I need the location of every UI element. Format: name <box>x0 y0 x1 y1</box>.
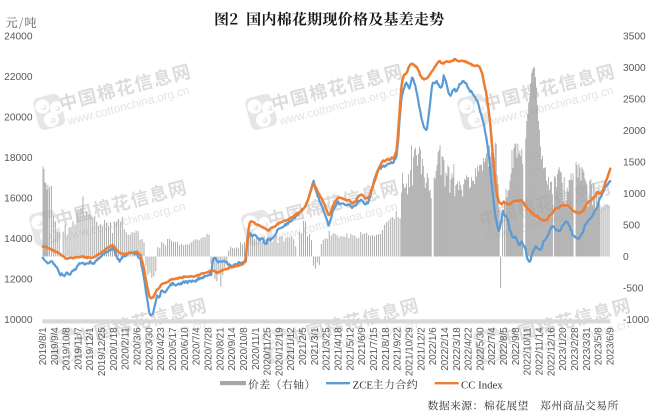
svg-text:2021/4/18: 2021/4/18 <box>334 327 345 371</box>
svg-text:2020/3/6: 2020/3/6 <box>133 327 144 365</box>
svg-text:2022/5/30: 2022/5/30 <box>475 327 486 371</box>
svg-text:2020/12/19: 2020/12/19 <box>274 327 285 376</box>
svg-text:2020/1/18: 2020/1/18 <box>109 327 120 371</box>
svg-text:2020/10/8: 2020/10/8 <box>239 327 250 371</box>
svg-text:1500: 1500 <box>623 158 646 169</box>
svg-text:2020/3/30: 2020/3/30 <box>144 327 155 371</box>
svg-text:2023/3/31: 2023/3/31 <box>582 327 593 371</box>
svg-text:2021/3/1: 2021/3/1 <box>310 327 321 365</box>
svg-text:2020/7/28: 2020/7/28 <box>204 327 215 371</box>
svg-text:2022/1/6: 2022/1/6 <box>428 327 439 365</box>
svg-text:2023/1/20: 2023/1/20 <box>558 327 569 371</box>
svg-text:2019/12/1: 2019/12/1 <box>85 327 96 371</box>
svg-text:2020/6/10: 2020/6/10 <box>180 327 191 371</box>
svg-text:12000: 12000 <box>4 275 33 286</box>
svg-text:2021/2/5: 2021/2/5 <box>298 327 309 365</box>
svg-text:10000: 10000 <box>4 315 33 326</box>
svg-text:2020/9/14: 2020/9/14 <box>227 327 238 371</box>
svg-text:2020/11/1: 2020/11/1 <box>251 327 262 370</box>
svg-text:ZCE: ZCE <box>353 379 374 391</box>
svg-text:2021/6/9: 2021/6/9 <box>357 327 368 365</box>
svg-text:2022/10/11: 2022/10/11 <box>523 327 534 375</box>
svg-text:2021/3/25: 2021/3/25 <box>322 327 333 371</box>
svg-text:2019/10/8: 2019/10/8 <box>62 327 73 371</box>
svg-text:2022/8/5: 2022/8/5 <box>499 327 510 365</box>
svg-text:22000: 22000 <box>4 72 33 83</box>
svg-text:2019/9/4: 2019/9/4 <box>50 327 61 365</box>
svg-text:1000: 1000 <box>623 189 646 200</box>
svg-text:2500: 2500 <box>623 95 646 106</box>
svg-text:2021/9/22: 2021/9/22 <box>393 327 404 371</box>
svg-text:2022/3/18: 2022/3/18 <box>452 327 463 371</box>
svg-text:2021/10/29: 2021/10/29 <box>405 327 416 376</box>
svg-text:2020/7/4: 2020/7/4 <box>192 327 203 365</box>
svg-text:2021/12/2: 2021/12/2 <box>416 327 427 371</box>
svg-text:500: 500 <box>623 221 640 232</box>
svg-text:2021/5/12: 2021/5/12 <box>345 327 356 371</box>
svg-text:14000: 14000 <box>4 234 33 245</box>
svg-text:0: 0 <box>623 252 629 263</box>
svg-text:2021/7/15: 2021/7/15 <box>369 327 380 371</box>
svg-text:2020/5/17: 2020/5/17 <box>168 327 179 371</box>
svg-text:2020/4/23: 2020/4/23 <box>156 327 167 371</box>
svg-text:3500: 3500 <box>623 32 646 43</box>
svg-text:CC Index: CC Index <box>461 379 503 391</box>
svg-text:2022/4/22: 2022/4/22 <box>464 327 475 371</box>
svg-text:2020/11/25: 2020/11/25 <box>263 327 274 375</box>
svg-text:16000: 16000 <box>4 194 33 205</box>
svg-text:2020/8/21: 2020/8/21 <box>215 327 226 371</box>
svg-text:2019/12/25: 2019/12/25 <box>97 327 108 376</box>
svg-text:2023/6/9: 2023/6/9 <box>606 327 617 365</box>
svg-text:2023/2/28: 2023/2/28 <box>570 327 581 371</box>
svg-text:2000: 2000 <box>623 126 646 137</box>
svg-text:2021/8/18: 2021/8/18 <box>381 327 392 371</box>
svg-text:2021/1/12: 2021/1/12 <box>286 327 297 371</box>
svg-text:-500: -500 <box>623 284 644 295</box>
svg-text:2022/11/14: 2022/11/14 <box>535 327 546 375</box>
svg-text:2019/11/7: 2019/11/7 <box>73 327 84 370</box>
svg-text:24000: 24000 <box>4 32 33 43</box>
svg-text:18000: 18000 <box>4 153 33 164</box>
svg-text:2022/7/4: 2022/7/4 <box>487 327 498 365</box>
svg-text:2022/9/8: 2022/9/8 <box>511 327 522 365</box>
svg-text:2022/12/16: 2022/12/16 <box>546 327 557 376</box>
svg-text:2023/5/8: 2023/5/8 <box>594 327 605 365</box>
svg-text:3000: 3000 <box>623 63 646 74</box>
svg-text:2019/8/1: 2019/8/1 <box>38 327 49 365</box>
svg-text:20000: 20000 <box>4 113 33 124</box>
svg-text:2022/2/14: 2022/2/14 <box>440 327 451 371</box>
svg-text:-1000: -1000 <box>623 315 649 326</box>
svg-text:2020/2/11: 2020/2/11 <box>121 327 132 370</box>
